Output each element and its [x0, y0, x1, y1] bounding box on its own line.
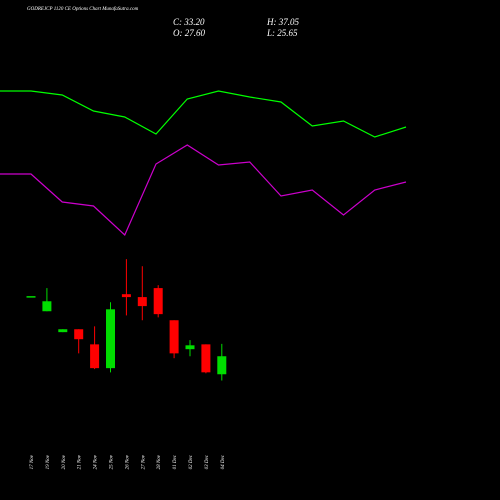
x-tick-label: 21 Nov: [78, 454, 83, 469]
candle-body: [121, 294, 131, 298]
open-label: O: 27.60: [173, 28, 205, 38]
close-label: C: 33.20: [173, 17, 205, 27]
candle-body: [169, 320, 179, 354]
x-tick-label: 03 Dec: [205, 454, 210, 469]
high-label: H: 37.05: [266, 17, 299, 27]
low-label: L: 25.65: [266, 28, 298, 38]
candle-body: [185, 345, 195, 350]
candle-body: [42, 301, 52, 312]
chart-title: GODREJCP 1120 CE Options Chart MunafaSut…: [27, 7, 139, 12]
x-tick-label: 26 Nov: [125, 454, 130, 469]
x-tick-label: 25 Nov: [110, 454, 115, 469]
x-tick-label: 01 Dec: [173, 454, 178, 469]
x-tick-label: 17 Nov: [30, 454, 35, 469]
candle-body: [26, 296, 36, 298]
indicator-line: [0, 144, 407, 237]
x-tick-label: 19 Nov: [46, 454, 51, 469]
candle-body: [58, 329, 68, 333]
indicator-line: [0, 90, 407, 138]
candle-body: [106, 309, 115, 369]
candle-body: [217, 356, 227, 375]
x-tick-label: 02 Dec: [189, 454, 194, 469]
candle-body: [74, 329, 84, 340]
x-tick-label: 24 Nov: [94, 454, 99, 469]
x-tick-label: 20 Nov: [62, 454, 67, 469]
x-tick-label: 27 Nov: [141, 454, 146, 469]
x-tick-label: 04 Dec: [221, 454, 226, 469]
candle-body: [201, 344, 211, 373]
candle-body: [153, 288, 163, 315]
x-tick-label: 28 Nov: [157, 454, 162, 469]
candle-body: [90, 344, 100, 369]
candle-body: [137, 297, 147, 307]
